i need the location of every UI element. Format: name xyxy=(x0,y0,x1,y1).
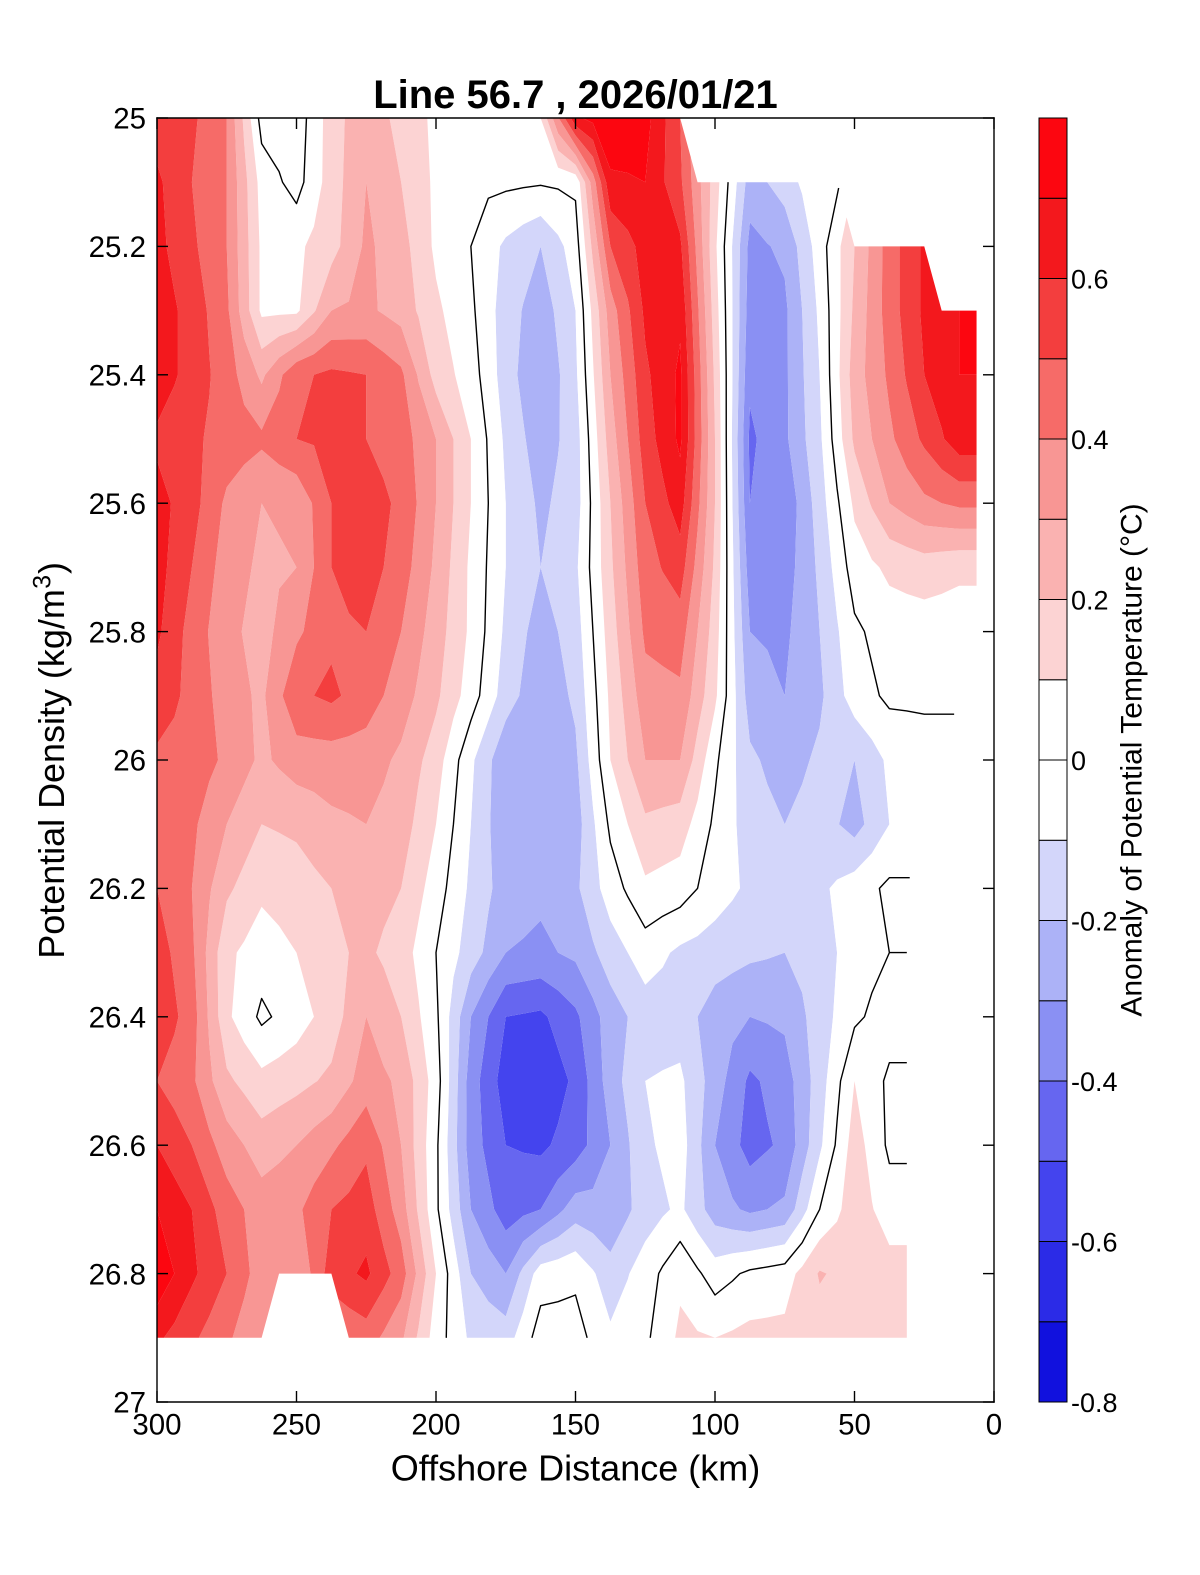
svg-text:25.8: 25.8 xyxy=(89,616,146,649)
svg-text:25.6: 25.6 xyxy=(89,488,146,521)
svg-text:Anomaly of Potential Temperatu: Anomaly of Potential Temperature (°C) xyxy=(1115,503,1148,1016)
svg-text:26.8: 26.8 xyxy=(89,1258,146,1291)
svg-text:150: 150 xyxy=(551,1408,600,1441)
svg-text:100: 100 xyxy=(690,1408,739,1441)
svg-text:26.6: 26.6 xyxy=(89,1130,146,1163)
svg-text:-0.6: -0.6 xyxy=(1071,1227,1118,1257)
svg-text:26.2: 26.2 xyxy=(89,873,146,906)
svg-text:0.4: 0.4 xyxy=(1071,425,1109,455)
svg-text:P o t e: P o t e n t i a l D e n s i t y ( k g / … xyxy=(29,556,72,959)
svg-text:26.4: 26.4 xyxy=(89,1001,146,1034)
svg-text:-0.4: -0.4 xyxy=(1071,1067,1118,1097)
svg-text:26: 26 xyxy=(113,745,146,778)
svg-text:Offshore Distance (km): Offshore Distance (km) xyxy=(391,1448,760,1489)
svg-text:250: 250 xyxy=(272,1408,321,1441)
svg-text:25: 25 xyxy=(113,103,146,136)
svg-text:-0.8: -0.8 xyxy=(1071,1388,1118,1418)
svg-text:0: 0 xyxy=(986,1408,1002,1441)
svg-text:Line 56.7 , 2026/01/21: Line 56.7 , 2026/01/21 xyxy=(373,73,778,117)
svg-text:200: 200 xyxy=(411,1408,460,1441)
svg-text:-0.2: -0.2 xyxy=(1071,906,1118,936)
svg-text:27: 27 xyxy=(113,1387,146,1420)
svg-text:25.4: 25.4 xyxy=(89,359,146,392)
svg-text:0.2: 0.2 xyxy=(1071,585,1109,615)
svg-text:0: 0 xyxy=(1071,746,1086,776)
svg-text:300: 300 xyxy=(132,1408,181,1441)
svg-text:0.6: 0.6 xyxy=(1071,264,1109,294)
svg-text:25.2: 25.2 xyxy=(89,231,146,264)
svg-text:50: 50 xyxy=(838,1408,871,1441)
